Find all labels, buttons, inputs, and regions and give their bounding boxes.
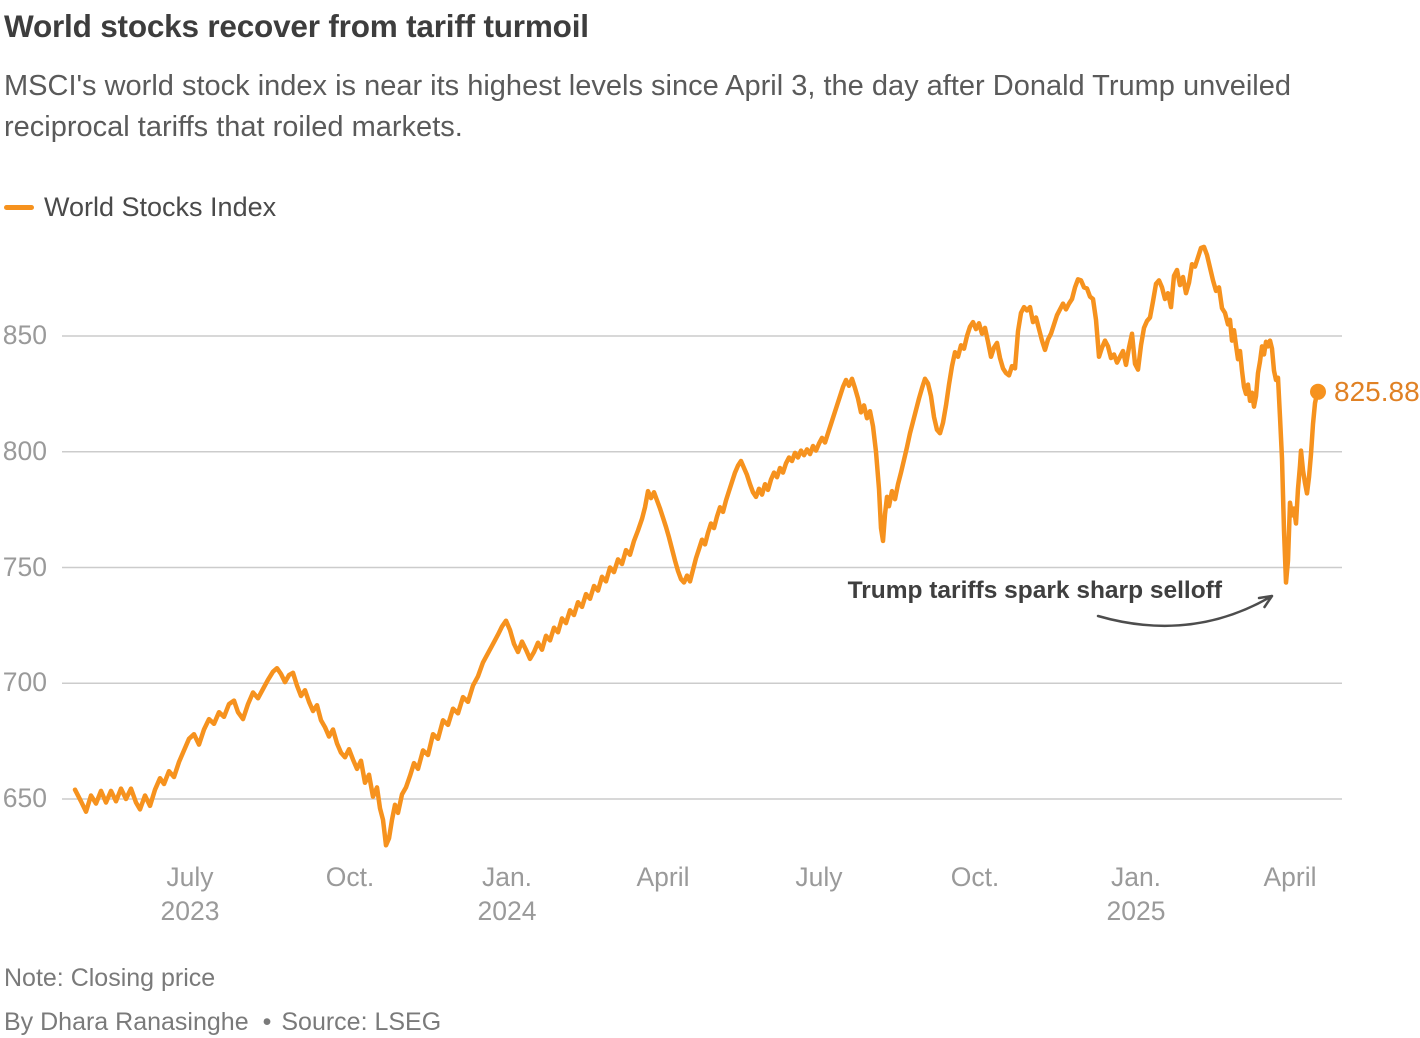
x-tick-year-label: 2025 <box>1106 896 1166 926</box>
annotation-arrow-icon <box>1096 594 1274 628</box>
author: By Dhara Ranasinghe <box>4 1008 249 1036</box>
x-tick-label: Jan. <box>481 862 533 892</box>
x-tick-label: April <box>1263 862 1317 892</box>
legend: World Stocks Index <box>4 192 276 223</box>
y-tick-label: 700 <box>2 667 47 698</box>
x-tick-label: Jan. <box>1110 862 1162 892</box>
footnote: Note: Closing price <box>4 964 216 992</box>
byline: By Dhara Ranasinghe • Source: LSEG <box>4 1008 441 1037</box>
x-tick-label: July <box>795 862 843 892</box>
last-value-label: 825.88 <box>1334 376 1420 407</box>
y-tick-label: 650 <box>2 783 47 813</box>
y-tick-label: 850 <box>2 320 47 350</box>
x-tick-label: Oct. <box>325 862 375 892</box>
legend-label: World Stocks Index <box>44 192 277 222</box>
chart-subtitle: MSCI's world stock index is near its hig… <box>4 70 1291 143</box>
y-tick-label: 750 <box>2 551 47 582</box>
source: Source: LSEG <box>281 1008 442 1036</box>
world-stocks-index-line <box>72 244 1321 848</box>
chart-title: World stocks recover from tariff turmoil <box>4 8 589 44</box>
annotation-text: Trump tariffs spark sharp selloff <box>847 577 1222 604</box>
x-tick-year-label: 2023 <box>160 896 220 926</box>
legend-line-swatch-icon <box>4 205 34 210</box>
separator-bullet: • <box>262 1008 272 1036</box>
x-tick-label: April <box>636 862 690 892</box>
gridlines <box>62 335 1342 800</box>
x-tick-label: Oct. <box>950 862 1000 892</box>
last-value-dot <box>1310 383 1326 400</box>
x-tick-label: July <box>166 862 214 892</box>
y-tick-label: 800 <box>2 435 47 466</box>
x-tick-year-label: 2024 <box>477 896 537 926</box>
